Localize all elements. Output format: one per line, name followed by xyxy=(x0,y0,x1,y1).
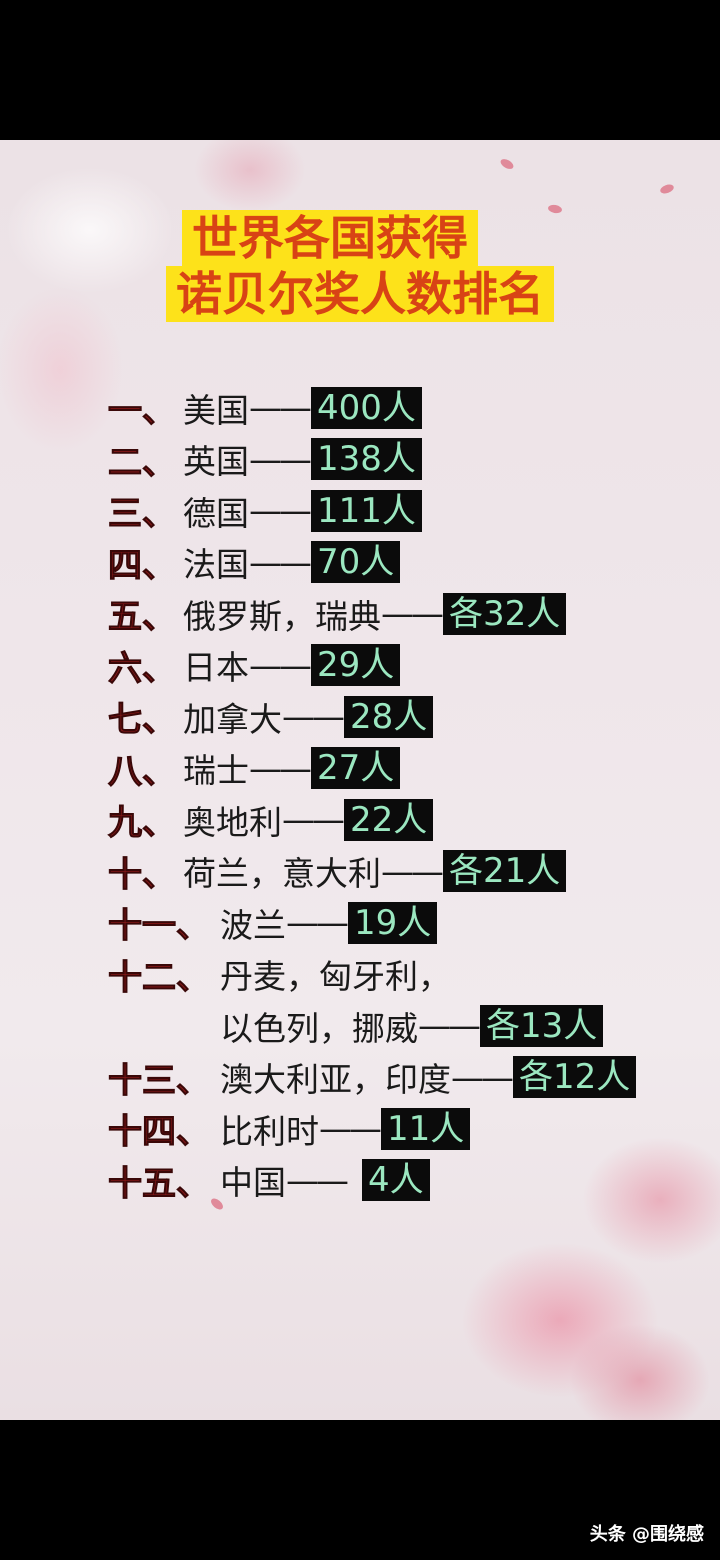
list-item: 七、 加拿大 —— 28人 xyxy=(108,691,636,743)
list-item: 十二、 丹麦，匈牙利， xyxy=(108,949,636,1001)
list-item: 八、 瑞士 —— 27人 xyxy=(108,743,636,795)
count-badge: 138人 xyxy=(311,438,422,481)
list-item: 十四、 比利时 —— 11人 xyxy=(108,1103,636,1155)
country-label: 荷兰，意大利 xyxy=(183,854,381,894)
dash: —— xyxy=(249,388,312,428)
count-badge: 70人 xyxy=(311,541,401,584)
rank-label: 七、 xyxy=(108,700,177,741)
rank-label: 四、 xyxy=(108,545,177,586)
list-item: 四、 法国 —— 70人 xyxy=(108,537,636,589)
rank-label: 五、 xyxy=(108,597,177,638)
list-item: 六、 日本 —— 29人 xyxy=(108,640,636,692)
petal-decoration xyxy=(498,157,516,171)
country-label: 澳大利亚，印度 xyxy=(220,1060,451,1100)
count-badge: 各13人 xyxy=(480,1004,604,1047)
ranking-list: 一、 美国 —— 400人 二、 英国 —— 138人 三、 德国 —— 111人 四、 法国 —— 7… xyxy=(108,382,637,1207)
title-line-2: 诺贝尔奖人数排名 xyxy=(166,266,554,322)
count-badge: 4人 xyxy=(362,1159,430,1202)
rank-label: 八、 xyxy=(108,751,177,792)
dash: —— xyxy=(282,800,345,840)
dash: —— xyxy=(381,594,444,634)
dash: —— xyxy=(319,1109,382,1149)
title-line-1: 世界各国获得 xyxy=(182,210,478,266)
dash: —— xyxy=(381,851,444,891)
count-badge: 27人 xyxy=(311,747,401,790)
count-badge: 400人 xyxy=(311,386,422,429)
dash: —— xyxy=(249,491,312,531)
rank-label: 三、 xyxy=(108,494,177,535)
country-label: 俄罗斯，瑞典 xyxy=(183,596,381,636)
dash: —— xyxy=(249,748,312,788)
dash: —— xyxy=(451,1057,514,1097)
dash: —— xyxy=(249,542,312,582)
rank-label: 十二、 xyxy=(108,957,211,998)
rank-label: 十、 xyxy=(108,854,177,895)
dash: —— xyxy=(249,439,312,479)
list-item: 十、 荷兰，意大利 —— 各21人 xyxy=(108,846,636,898)
country-label: 比利时 xyxy=(220,1111,319,1151)
country-label: 日本 xyxy=(183,648,249,688)
country-label: 奥地利 xyxy=(183,802,282,842)
country-label: 瑞士 xyxy=(183,751,249,791)
rank-label: 六、 xyxy=(108,648,177,689)
count-badge: 29人 xyxy=(311,644,401,687)
list-item: 九、 奥地利 —— 22人 xyxy=(108,794,636,846)
watermark: 头条 @围绕感 xyxy=(589,1524,704,1545)
country-label: 丹麦，匈牙利， xyxy=(220,957,451,997)
count-badge: 22人 xyxy=(344,798,434,841)
country-label: 英国 xyxy=(183,442,249,482)
rank-label: 二、 xyxy=(108,442,177,483)
poster: 世界各国获得 诺贝尔奖人数排名 一、 美国 —— 400人 二、 英国 —— 138人 三、… xyxy=(0,140,720,1420)
rank-label: 十四、 xyxy=(108,1112,211,1153)
count-badge: 各12人 xyxy=(513,1056,637,1099)
count-badge: 各32人 xyxy=(443,592,567,635)
rank-label: 十一、 xyxy=(108,906,211,947)
country-label: 法国 xyxy=(183,545,249,585)
dash: —— xyxy=(418,1006,481,1046)
country-label: 德国 xyxy=(183,493,249,533)
country-label: 美国 xyxy=(183,390,249,430)
count-badge: 19人 xyxy=(348,901,438,944)
country-label: 中国 xyxy=(220,1163,286,1203)
dash: —— xyxy=(282,697,345,737)
petal-decoration xyxy=(659,182,675,196)
rank-label: 九、 xyxy=(108,803,177,844)
country-label: 波兰 xyxy=(220,905,286,945)
dash: —— xyxy=(286,903,349,943)
count-badge: 11人 xyxy=(381,1107,471,1150)
dash: —— xyxy=(286,1160,349,1200)
list-item: 十一、 波兰 —— 19人 xyxy=(108,897,636,949)
rank-label: 十三、 xyxy=(108,1060,211,1101)
list-item: 十三、 澳大利亚，印度 —— 各12人 xyxy=(108,1052,637,1104)
country-label: 加拿大 xyxy=(183,699,282,739)
count-badge: 111人 xyxy=(311,489,422,532)
dash: —— xyxy=(249,645,312,685)
list-item-continuation: 以色列，挪威 —— 各13人 xyxy=(108,1000,636,1052)
list-item: 五、 俄罗斯，瑞典 —— 各32人 xyxy=(108,588,636,640)
list-item: 三、 德国 —— 111人 xyxy=(108,485,636,537)
count-badge: 28人 xyxy=(344,695,434,738)
rank-label: 十五、 xyxy=(108,1163,211,1204)
list-item: 十五、 中国 —— 4人 xyxy=(108,1155,636,1207)
country-label: 以色列，挪威 xyxy=(220,1008,418,1048)
rank-label: 一、 xyxy=(108,391,177,432)
list-item: 一、 美国 —— 400人 xyxy=(108,382,636,434)
poster-title: 世界各国获得 诺贝尔奖人数排名 xyxy=(0,210,720,322)
list-item: 二、 英国 —— 138人 xyxy=(108,434,636,486)
count-badge: 各21人 xyxy=(443,850,567,893)
